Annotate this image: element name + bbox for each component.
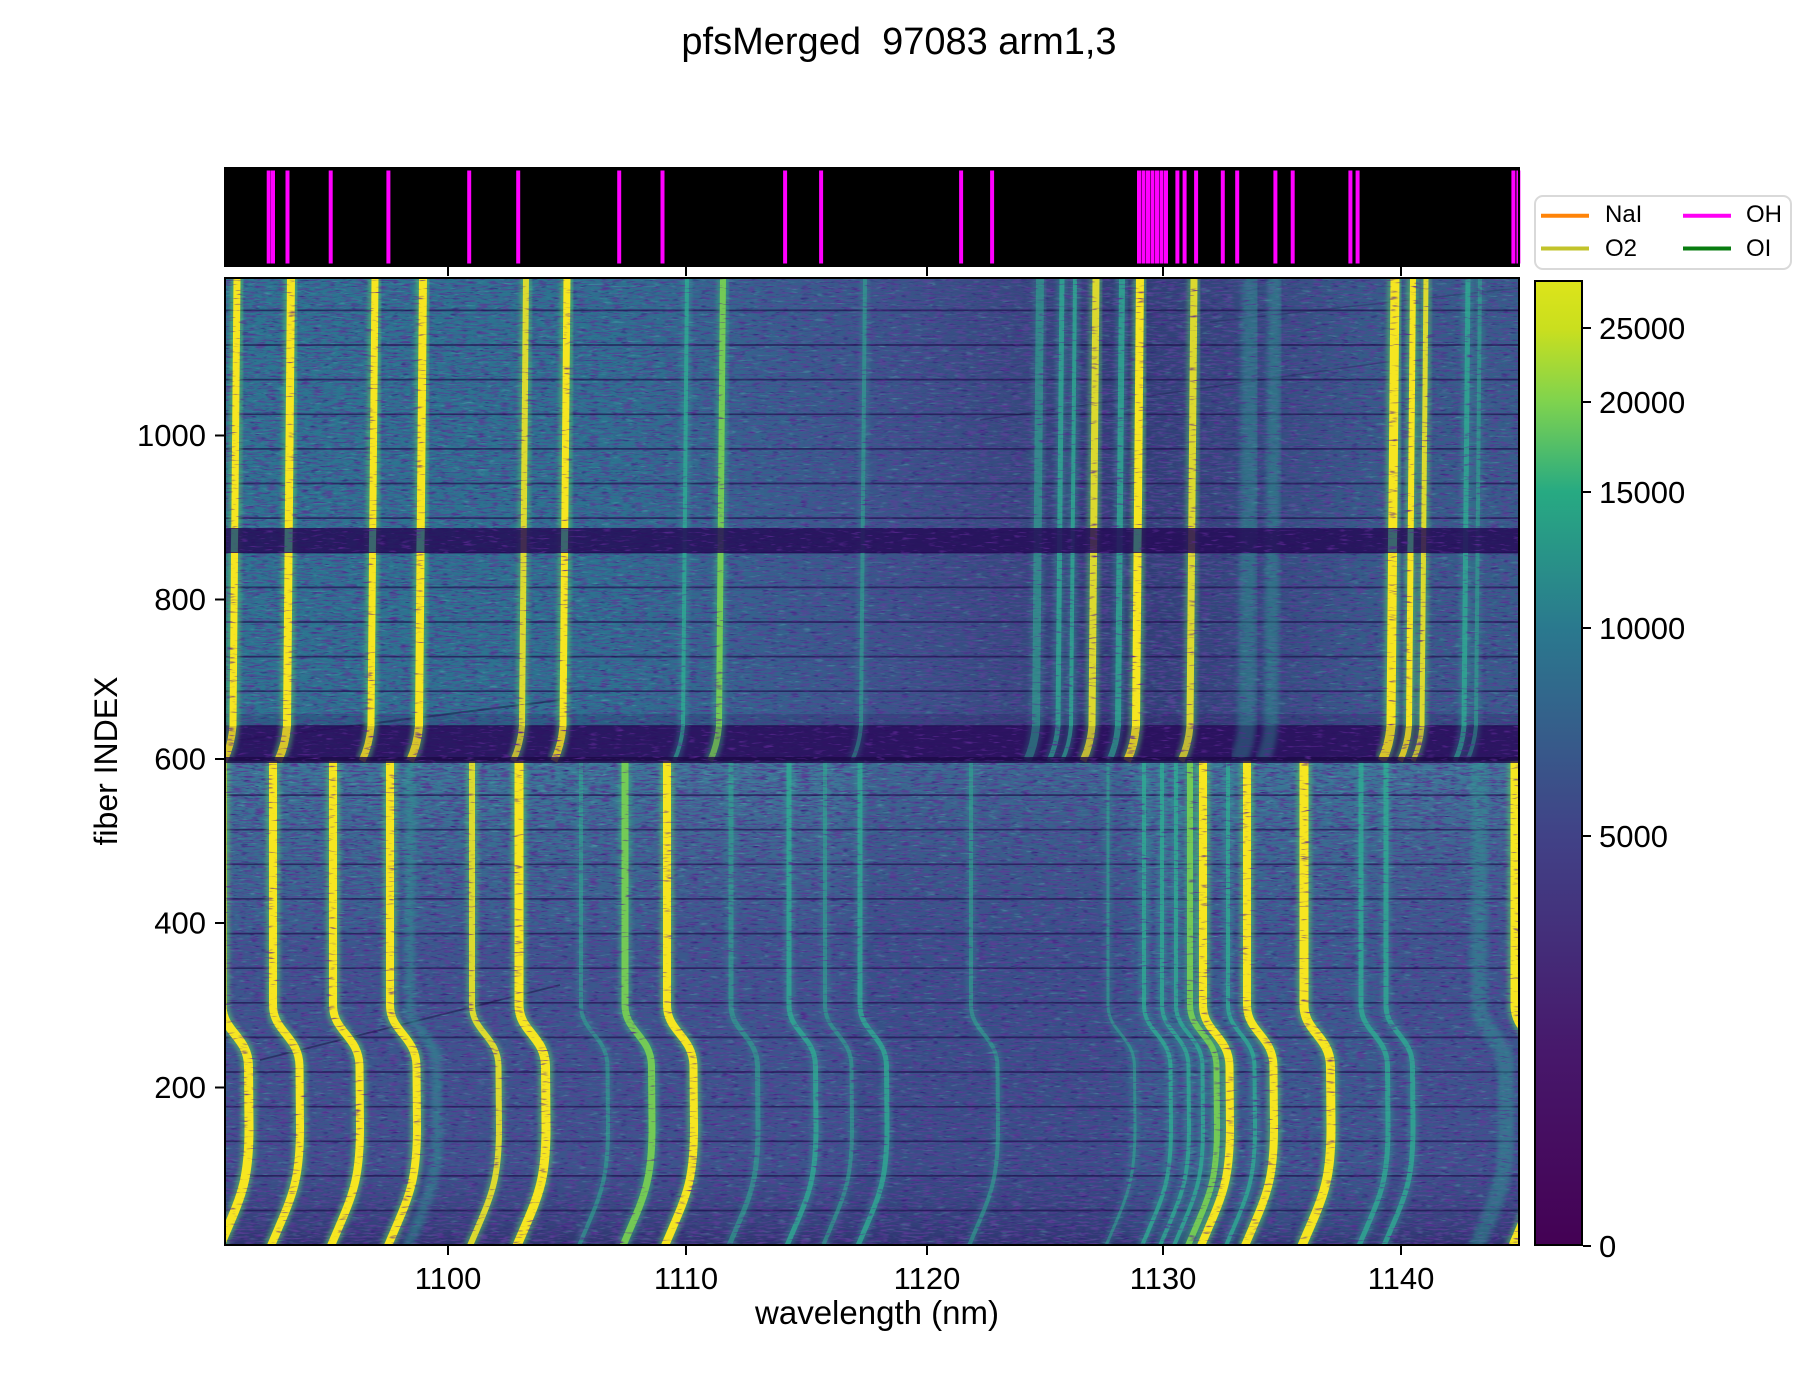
svg-text:1110: 1110 [654, 1261, 718, 1296]
svg-text:1140: 1140 [1368, 1261, 1435, 1296]
svg-text:1100: 1100 [415, 1261, 482, 1296]
svg-text:wavelength (nm): wavelength (nm) [754, 1294, 999, 1331]
svg-text:400: 400 [154, 906, 206, 941]
svg-text:600: 600 [154, 742, 206, 777]
svg-text:1130: 1130 [1130, 1261, 1197, 1296]
svg-text:OI: OI [1746, 235, 1771, 262]
svg-text:10000: 10000 [1599, 611, 1685, 646]
svg-text:O2: O2 [1605, 235, 1637, 262]
svg-text:200: 200 [154, 1070, 206, 1105]
svg-text:800: 800 [154, 582, 206, 617]
svg-text:1120: 1120 [894, 1261, 961, 1296]
svg-text:20000: 20000 [1599, 385, 1685, 420]
svg-text:pfsMerged 97083 arm1,3: pfsMerged 97083 arm1,3 [681, 21, 1116, 63]
svg-text:15000: 15000 [1599, 475, 1685, 510]
svg-text:1000: 1000 [137, 418, 206, 453]
svg-text:0: 0 [1599, 1229, 1616, 1264]
svg-text:25000: 25000 [1599, 311, 1685, 346]
svg-text:OH: OH [1746, 201, 1782, 228]
svg-text:5000: 5000 [1599, 819, 1668, 854]
svg-text:NaI: NaI [1605, 201, 1642, 228]
svg-text:fiber INDEX: fiber INDEX [88, 677, 124, 846]
